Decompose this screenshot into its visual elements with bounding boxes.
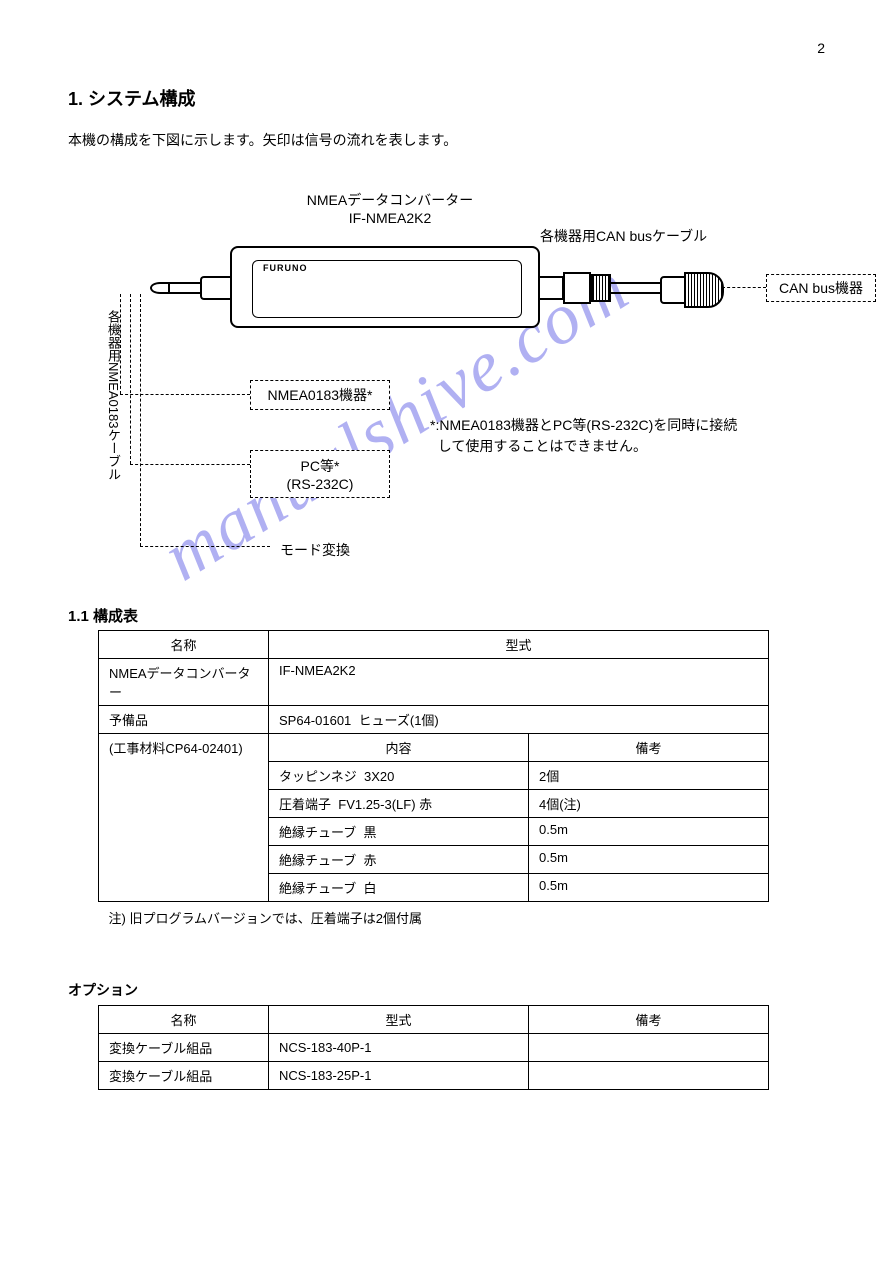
th-model: 型式 bbox=[269, 631, 769, 659]
td: 2個 bbox=[529, 762, 769, 790]
cable-left-1 bbox=[200, 276, 230, 300]
table-footnote: 注) 旧プログラムバージョンでは、圧着端子は2個付属 bbox=[99, 902, 769, 932]
table-row: (工事材料CP64-02401) 内容 備考 bbox=[99, 734, 769, 762]
table-row: 変換ケーブル組品 NCS-183-25P-1 bbox=[99, 1062, 769, 1090]
th: 備考 bbox=[529, 1006, 769, 1034]
cable-right-2 bbox=[563, 272, 591, 304]
config-table: 名称 型式 NMEAデータコンバーター IF-NMEA2K2 予備品 SP64-… bbox=[98, 630, 769, 931]
td: IF-NMEA2K2 bbox=[269, 659, 769, 706]
td: 圧着端子 FV1.25-3(LF) 赤 bbox=[269, 790, 529, 818]
note-line2: して使用することはできません。 bbox=[438, 438, 647, 454]
options-title: オプション bbox=[68, 980, 138, 1000]
td: NCS-183-40P-1 bbox=[269, 1034, 529, 1062]
td: 変換ケーブル組品 bbox=[99, 1034, 269, 1062]
td: NMEAデータコンバーター bbox=[99, 659, 269, 706]
table-row: NMEAデータコンバーター IF-NMEA2K2 bbox=[99, 659, 769, 706]
td: 備考 bbox=[529, 734, 769, 762]
canbus-box: CAN bus機器 bbox=[766, 274, 876, 302]
section-sub: 本機の構成を下図に示します。矢印は信号の流れを表します。 bbox=[68, 130, 457, 150]
pc-box: PC等* (RS-232C) bbox=[250, 450, 390, 498]
td: 内容 bbox=[269, 734, 529, 762]
page-number: 2 bbox=[817, 40, 825, 56]
td: 0.5m bbox=[529, 874, 769, 902]
cable-right-3 bbox=[591, 274, 611, 302]
pc-box-line2: (RS-232C) bbox=[287, 476, 354, 492]
connector-line bbox=[722, 287, 766, 288]
td bbox=[529, 1034, 769, 1062]
th: 名称 bbox=[99, 1006, 269, 1034]
nmea-box: NMEA0183機器* bbox=[250, 380, 390, 410]
device-body: FURUNO bbox=[230, 246, 540, 328]
h-line-1 bbox=[120, 394, 250, 395]
v-line-3 bbox=[120, 294, 121, 394]
cable-left-2 bbox=[170, 282, 200, 294]
options-table: 名称 型式 備考 変換ケーブル組品 NCS-183-40P-1 変換ケーブル組品… bbox=[98, 1005, 769, 1090]
td: 予備品 bbox=[99, 706, 269, 734]
td: 4個(注) bbox=[529, 790, 769, 818]
v-line-2 bbox=[130, 294, 131, 464]
device-brand: FURUNO bbox=[263, 263, 308, 273]
td: 0.5m bbox=[529, 846, 769, 874]
table-row: 予備品 SP64-01601 ヒューズ(1個) bbox=[99, 706, 769, 734]
diagram-title-1: NMEAデータコンバーター bbox=[300, 190, 480, 210]
cable-right-4 bbox=[611, 282, 661, 294]
td: SP64-01601 ヒューズ(1個) bbox=[269, 706, 769, 734]
table-row: 変換ケーブル組品 NCS-183-40P-1 bbox=[99, 1034, 769, 1062]
diagram: NMEAデータコンバーター IF-NMEA2K2 各機器用CAN busケーブル… bbox=[100, 190, 860, 570]
td-foot: 注) 旧プログラムバージョンでは、圧着端子は2個付属 bbox=[99, 902, 769, 932]
td: 絶縁チューブ 白 bbox=[269, 874, 529, 902]
th-name: 名称 bbox=[99, 631, 269, 659]
th: 型式 bbox=[269, 1006, 529, 1034]
subsection-title: 1.1 構成表 bbox=[68, 605, 138, 626]
td: 絶縁チューブ 赤 bbox=[269, 846, 529, 874]
td bbox=[529, 1062, 769, 1090]
table-header-row: 名称 型式 bbox=[99, 631, 769, 659]
cable-right-1 bbox=[540, 276, 564, 300]
td: 0.5m bbox=[529, 818, 769, 846]
connector-right bbox=[660, 270, 720, 306]
td: 絶縁チューブ 黒 bbox=[269, 818, 529, 846]
cable-left-3 bbox=[150, 282, 170, 294]
diagram-title-2: IF-NMEA2K2 bbox=[300, 210, 480, 226]
td: (工事材料CP64-02401) bbox=[99, 734, 269, 902]
device-inner: FURUNO bbox=[252, 260, 522, 318]
table-header-row: 名称 型式 備考 bbox=[99, 1006, 769, 1034]
diagram-note: *:NMEA0183機器とPC等(RS-232C)を同時に接続 して使用すること… bbox=[430, 415, 737, 457]
td: NCS-183-25P-1 bbox=[269, 1062, 529, 1090]
can-cable-label: 各機器用CAN busケーブル bbox=[540, 226, 707, 246]
v-line-1 bbox=[140, 294, 141, 546]
td: タッピンネジ 3X20 bbox=[269, 762, 529, 790]
section-title: 1. システム構成 bbox=[68, 85, 195, 111]
note-line1: *:NMEA0183機器とPC等(RS-232C)を同時に接続 bbox=[430, 417, 737, 433]
mode-label: モード変換 bbox=[280, 540, 350, 560]
pc-box-line1: PC等* bbox=[301, 456, 340, 476]
h-line-3 bbox=[140, 546, 270, 547]
h-line-2 bbox=[130, 464, 250, 465]
td: 変換ケーブル組品 bbox=[99, 1062, 269, 1090]
